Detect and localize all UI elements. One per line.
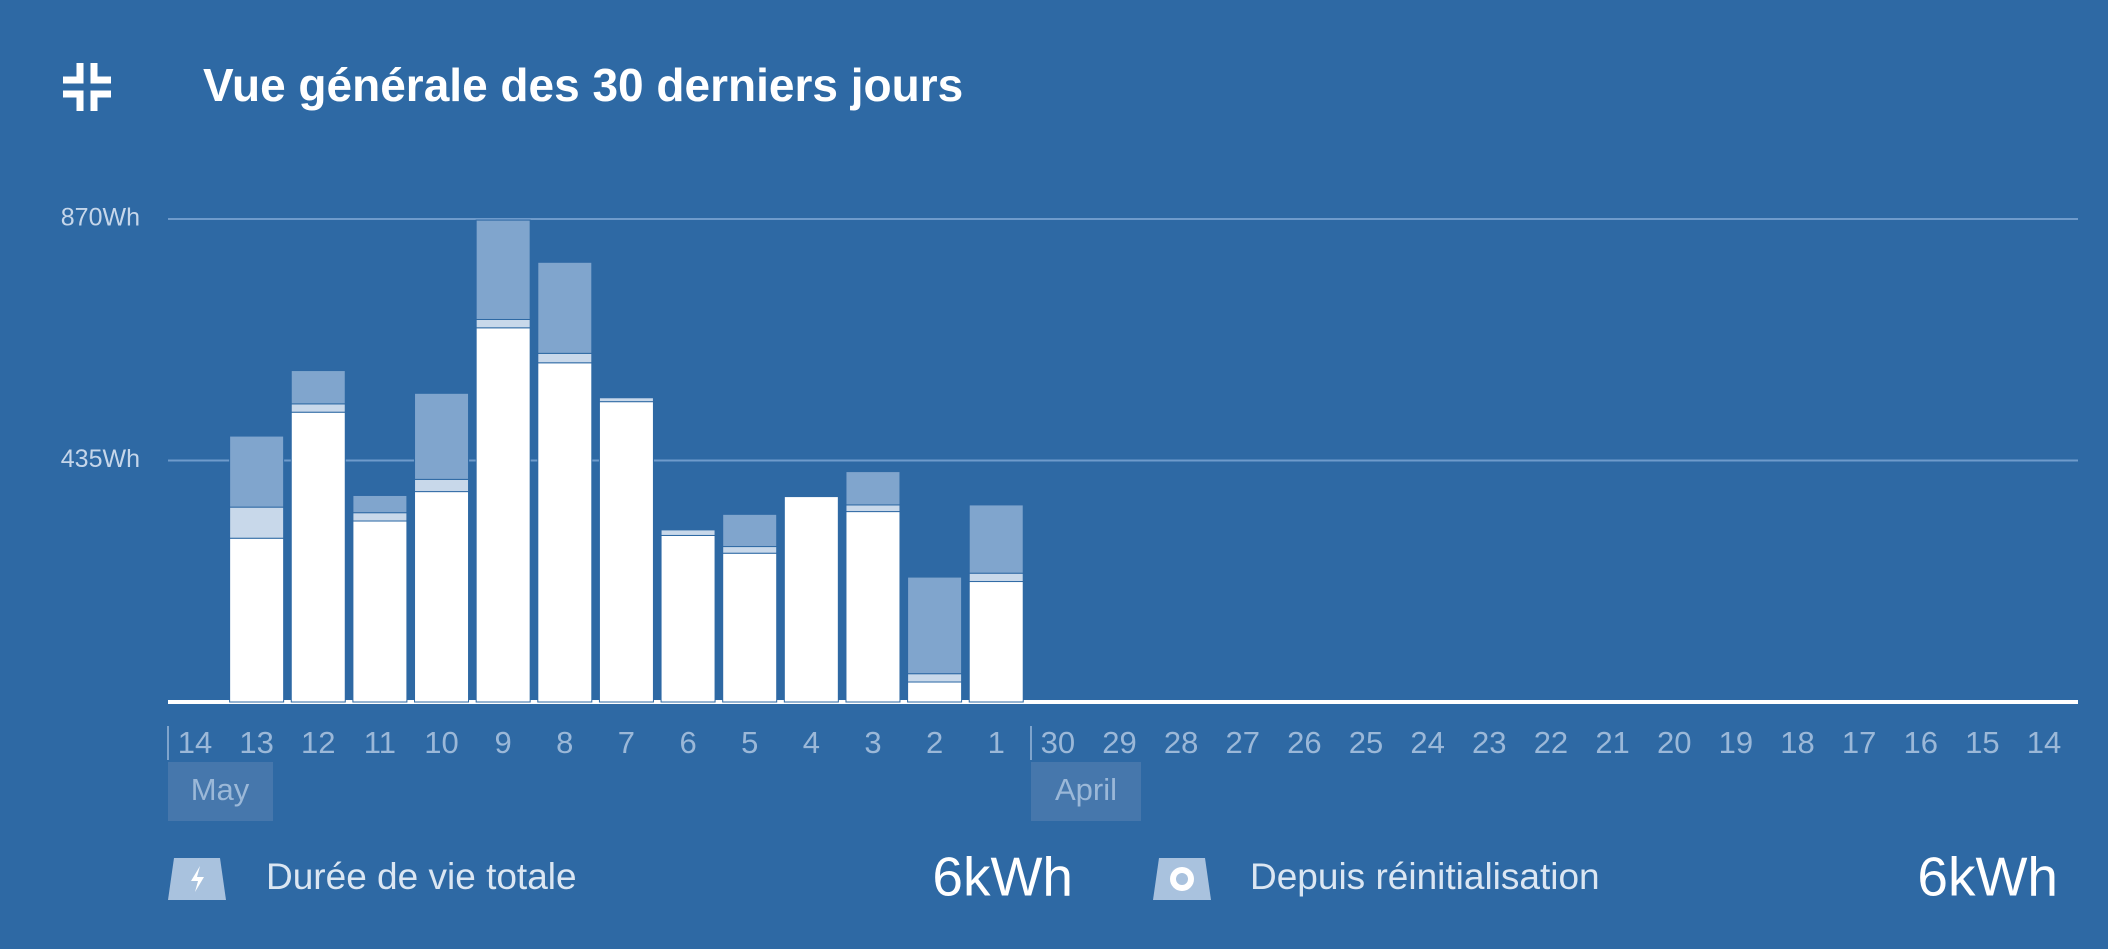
bar-segment <box>475 318 531 329</box>
bar-segment <box>414 478 470 493</box>
bar-segment <box>414 491 470 703</box>
x-tick-label: 16 <box>1903 725 1937 760</box>
collapse-icon[interactable] <box>63 63 111 111</box>
title: Vue générale des 30 derniers jours <box>203 59 963 111</box>
bar-segment <box>475 219 531 320</box>
month-label: April <box>1055 772 1117 807</box>
bar-segment <box>352 520 408 703</box>
footer-value: 6kWh <box>932 846 1073 908</box>
x-tick-label: 22 <box>1534 725 1568 760</box>
bar-segment <box>537 261 593 354</box>
bar-segment <box>660 534 716 703</box>
x-tick-label: 2 <box>926 725 943 760</box>
bar-segment <box>783 496 839 703</box>
x-tick-label: 12 <box>301 725 335 760</box>
footer-item: Depuis réinitialisation 6kWh <box>1153 846 2058 908</box>
x-tick-label: 30 <box>1041 725 1075 760</box>
bar-segment <box>845 471 901 506</box>
bar-segment <box>722 546 778 554</box>
x-tick-label: 4 <box>803 725 820 760</box>
y-tick-label: 435Wh <box>61 445 140 473</box>
bar-segment <box>537 352 593 364</box>
bar-segment <box>722 552 778 703</box>
x-tick-label: 26 <box>1287 725 1321 760</box>
footer-item: Durée de vie totale 6kWh <box>168 846 1073 908</box>
bar-segment <box>907 681 963 703</box>
bar-segment <box>290 370 346 405</box>
bar-segment <box>290 411 346 703</box>
bar-segment <box>845 511 901 703</box>
x-tick-label: 14 <box>178 725 212 760</box>
x-tick-label: 10 <box>424 725 458 760</box>
bar-segment <box>907 673 963 683</box>
x-tick-label: 24 <box>1410 725 1444 760</box>
bar-segment <box>229 537 285 703</box>
month-box <box>1031 762 1141 821</box>
bar-segment <box>968 581 1024 703</box>
y-tick-label: 870Wh <box>61 204 140 232</box>
month-box <box>168 762 273 821</box>
x-tick-label: 27 <box>1226 725 1260 760</box>
x-tick-label: 28 <box>1164 725 1198 760</box>
bar-segment <box>968 572 1024 583</box>
bar-segment <box>352 494 408 514</box>
x-tick-label: 20 <box>1657 725 1691 760</box>
footer-value: 6kWh <box>1917 846 2058 908</box>
bar-segment <box>352 512 408 522</box>
x-tick-label: 3 <box>864 725 881 760</box>
bar-segment <box>598 397 654 403</box>
bar-segment <box>722 513 778 548</box>
x-tick-label: 14 <box>2027 725 2061 760</box>
x-tick-label: 13 <box>239 725 273 760</box>
x-tick-label: 8 <box>556 725 573 760</box>
x-tick-label: 6 <box>679 725 696 760</box>
x-tick-label: 17 <box>1842 725 1876 760</box>
x-tick-label: 15 <box>1965 725 1999 760</box>
bar-segment <box>229 435 285 508</box>
footer-label: Depuis réinitialisation <box>1250 856 1600 897</box>
bar-segment <box>537 362 593 703</box>
x-tick-label: 5 <box>741 725 758 760</box>
bar-segment <box>598 401 654 703</box>
bar-segment <box>290 403 346 413</box>
bar-segment <box>414 392 470 480</box>
ring-hole <box>1176 873 1188 885</box>
x-tick-label: 21 <box>1595 725 1629 760</box>
bar-segment <box>475 327 531 703</box>
bar-segment <box>845 504 901 513</box>
x-tick-label: 29 <box>1102 725 1136 760</box>
x-tick-label: 1 <box>988 725 1005 760</box>
x-tick-label: 9 <box>495 725 512 760</box>
bar-segment <box>968 504 1024 574</box>
month-label: May <box>191 772 250 807</box>
x-tick-label: 23 <box>1472 725 1506 760</box>
x-tick-label: 18 <box>1780 725 1814 760</box>
x-tick-label: 19 <box>1719 725 1753 760</box>
bar-segment <box>229 506 285 539</box>
x-tick-label: 25 <box>1349 725 1383 760</box>
bolt <box>191 866 204 892</box>
bar-segment <box>660 529 716 536</box>
x-tick-label: 11 <box>364 725 396 760</box>
x-tick-label: 7 <box>618 725 635 760</box>
bar-segment <box>907 576 963 675</box>
footer-label: Durée de vie totale <box>266 856 577 897</box>
